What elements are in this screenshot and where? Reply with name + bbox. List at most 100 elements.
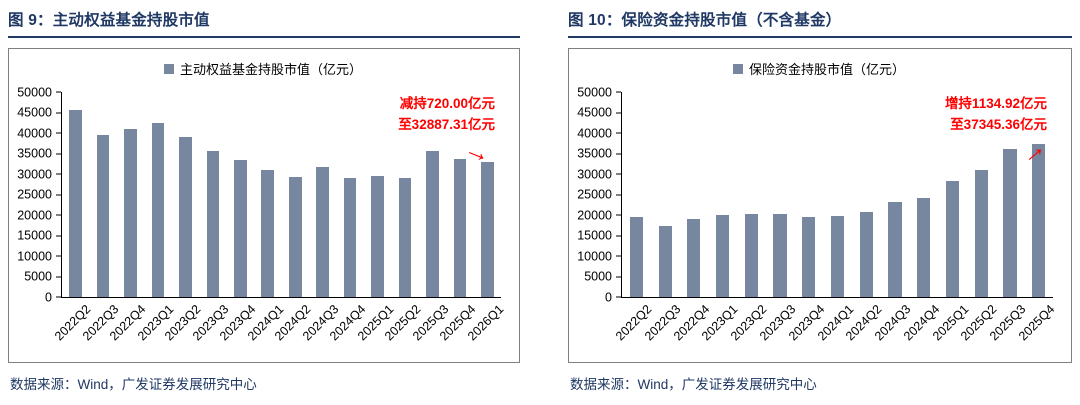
chart-annotation: 增持1134.92亿元 至37345.36亿元 → <box>945 94 1052 171</box>
y-tick-mark <box>56 296 61 298</box>
bar <box>830 215 845 297</box>
y-tick-mark <box>56 173 61 175</box>
bar-slot <box>391 92 418 297</box>
y-tick-label: 35000 <box>17 146 52 161</box>
bar <box>288 176 302 297</box>
y-tick-label: 40000 <box>577 125 612 140</box>
figure-10-title: 图 10：保险资金持股市值（不含基金） <box>568 12 842 29</box>
plot-area: 增持1134.92亿元 至37345.36亿元 → <box>621 92 1053 298</box>
bar <box>1003 148 1017 297</box>
y-tick-label: 10000 <box>577 248 612 263</box>
bar <box>715 214 730 297</box>
annotation-arrow-icon: → <box>460 132 496 170</box>
bar-slot <box>474 92 501 297</box>
bar-slot <box>823 92 852 297</box>
bar-slot <box>794 92 823 297</box>
y-tick-label: 5000 <box>584 269 612 284</box>
bar-slot <box>622 92 651 297</box>
chart-legend: 主动权益基金持股市值（亿元） <box>13 59 513 78</box>
x-axis-labels: 2022Q2 2022Q3 2022Q4 2023Q1 2023Q2 2023Q3 2023… <box>613 298 1058 358</box>
bars <box>62 92 501 297</box>
title-underline <box>8 36 520 38</box>
bar-slot <box>364 92 391 297</box>
figure-10: 图 10：保险资金持股市值（不含基金） 保险资金持股市值（亿元） 0 5000 10… <box>540 0 1080 405</box>
bar-slot <box>996 92 1025 297</box>
figure-9: 图 9：主动权益基金持股市值 主动权益基金持股市值（亿元） 0 5000 10000… <box>8 12 520 392</box>
plot-column: 增持1134.92亿元 至37345.36亿元 → 2022Q2 2022Q3 20… <box>613 92 1058 358</box>
bar <box>179 137 192 297</box>
bar-slot <box>62 92 89 297</box>
bar <box>398 177 412 297</box>
y-tick-mark <box>56 132 61 134</box>
y-tick-label: 30000 <box>577 166 612 181</box>
bar-slot <box>117 92 144 297</box>
plot-area: 减持720.00亿元 至32887.31亿元 → <box>61 92 501 298</box>
bar <box>629 217 643 297</box>
figure-9-chart: 主动权益基金持股市值（亿元） 0 5000 10000 15000 20000 25000… <box>8 48 520 363</box>
title-underline <box>568 36 1072 38</box>
bar-slot <box>419 92 446 297</box>
y-tick-mark <box>56 276 61 277</box>
bar <box>426 151 439 297</box>
data-source: 数据来源：Wind，广发证券发展研究中心 <box>570 377 817 392</box>
y-tick-label: 45000 <box>17 105 52 120</box>
y-tick-mark <box>56 91 61 93</box>
x-slot: 2026Q1 <box>465 298 506 358</box>
bar-slot <box>309 92 336 297</box>
bar <box>206 150 220 297</box>
y-tick-label: 45000 <box>577 105 612 120</box>
y-tick-mark <box>56 194 61 195</box>
bar <box>687 219 701 297</box>
x-slot: 2023Q4 <box>786 298 827 358</box>
y-tick-mark <box>616 173 621 175</box>
bar <box>1032 143 1046 297</box>
y-tick-mark <box>616 132 621 134</box>
bar <box>888 201 902 297</box>
bar <box>124 128 137 297</box>
legend-swatch-icon <box>732 63 743 74</box>
bar <box>974 170 988 297</box>
x-slot: 2025Q4 <box>1016 298 1057 358</box>
bar <box>371 176 384 297</box>
y-tick-label: 10000 <box>17 248 52 263</box>
bar <box>343 178 357 297</box>
y-tick-mark <box>616 296 621 298</box>
y-tick-mark <box>616 153 621 154</box>
y-tick-mark <box>56 153 61 154</box>
annotation-line-1: 减持720.00亿元 <box>399 96 495 111</box>
x-axis-labels: 2022Q2 2022Q3 2022Q4 2023Q1 2023Q2 2023Q3 2023… <box>52 298 506 358</box>
bar <box>96 135 110 297</box>
y-tick-label: 25000 <box>17 187 52 202</box>
x-slot: 2022Q3 <box>642 298 683 358</box>
bar-slot <box>938 92 967 297</box>
bar <box>69 110 83 297</box>
y-tick-label: 30000 <box>17 166 52 181</box>
y-tick-mark <box>616 235 621 236</box>
y-tick-mark <box>616 112 621 113</box>
bar <box>859 211 873 297</box>
bar-slot <box>766 92 795 297</box>
bar <box>316 166 329 297</box>
bar-slot <box>909 92 938 297</box>
x-slot: 2022Q2 <box>613 298 654 358</box>
bar <box>453 159 467 297</box>
bar-slot <box>881 92 910 297</box>
y-tick-label: 0 <box>45 289 52 304</box>
bar-slot <box>254 92 281 297</box>
y-tick-label: 25000 <box>577 187 612 202</box>
y-axis: 0 5000 10000 15000 20000 25000 30000 35000 40000… <box>573 86 621 303</box>
y-tick-label: 40000 <box>17 125 52 140</box>
data-source: 数据来源：Wind，广发证券发展研究中心 <box>10 377 257 392</box>
bar-slot <box>144 92 171 297</box>
chart-area: 0 5000 10000 15000 20000 25000 30000 35000 40000… <box>13 86 513 358</box>
y-tick-mark <box>616 214 621 216</box>
y-tick-mark <box>616 91 621 93</box>
bar-slot <box>227 92 254 297</box>
legend-label: 主动权益基金持股市值（亿元） <box>179 62 362 77</box>
bar-slot <box>89 92 116 297</box>
bar <box>658 226 672 297</box>
bar-slot <box>679 92 708 297</box>
chart-annotation: 减持720.00亿元 至32887.31亿元 → <box>398 94 496 170</box>
bar-slot <box>446 92 473 297</box>
